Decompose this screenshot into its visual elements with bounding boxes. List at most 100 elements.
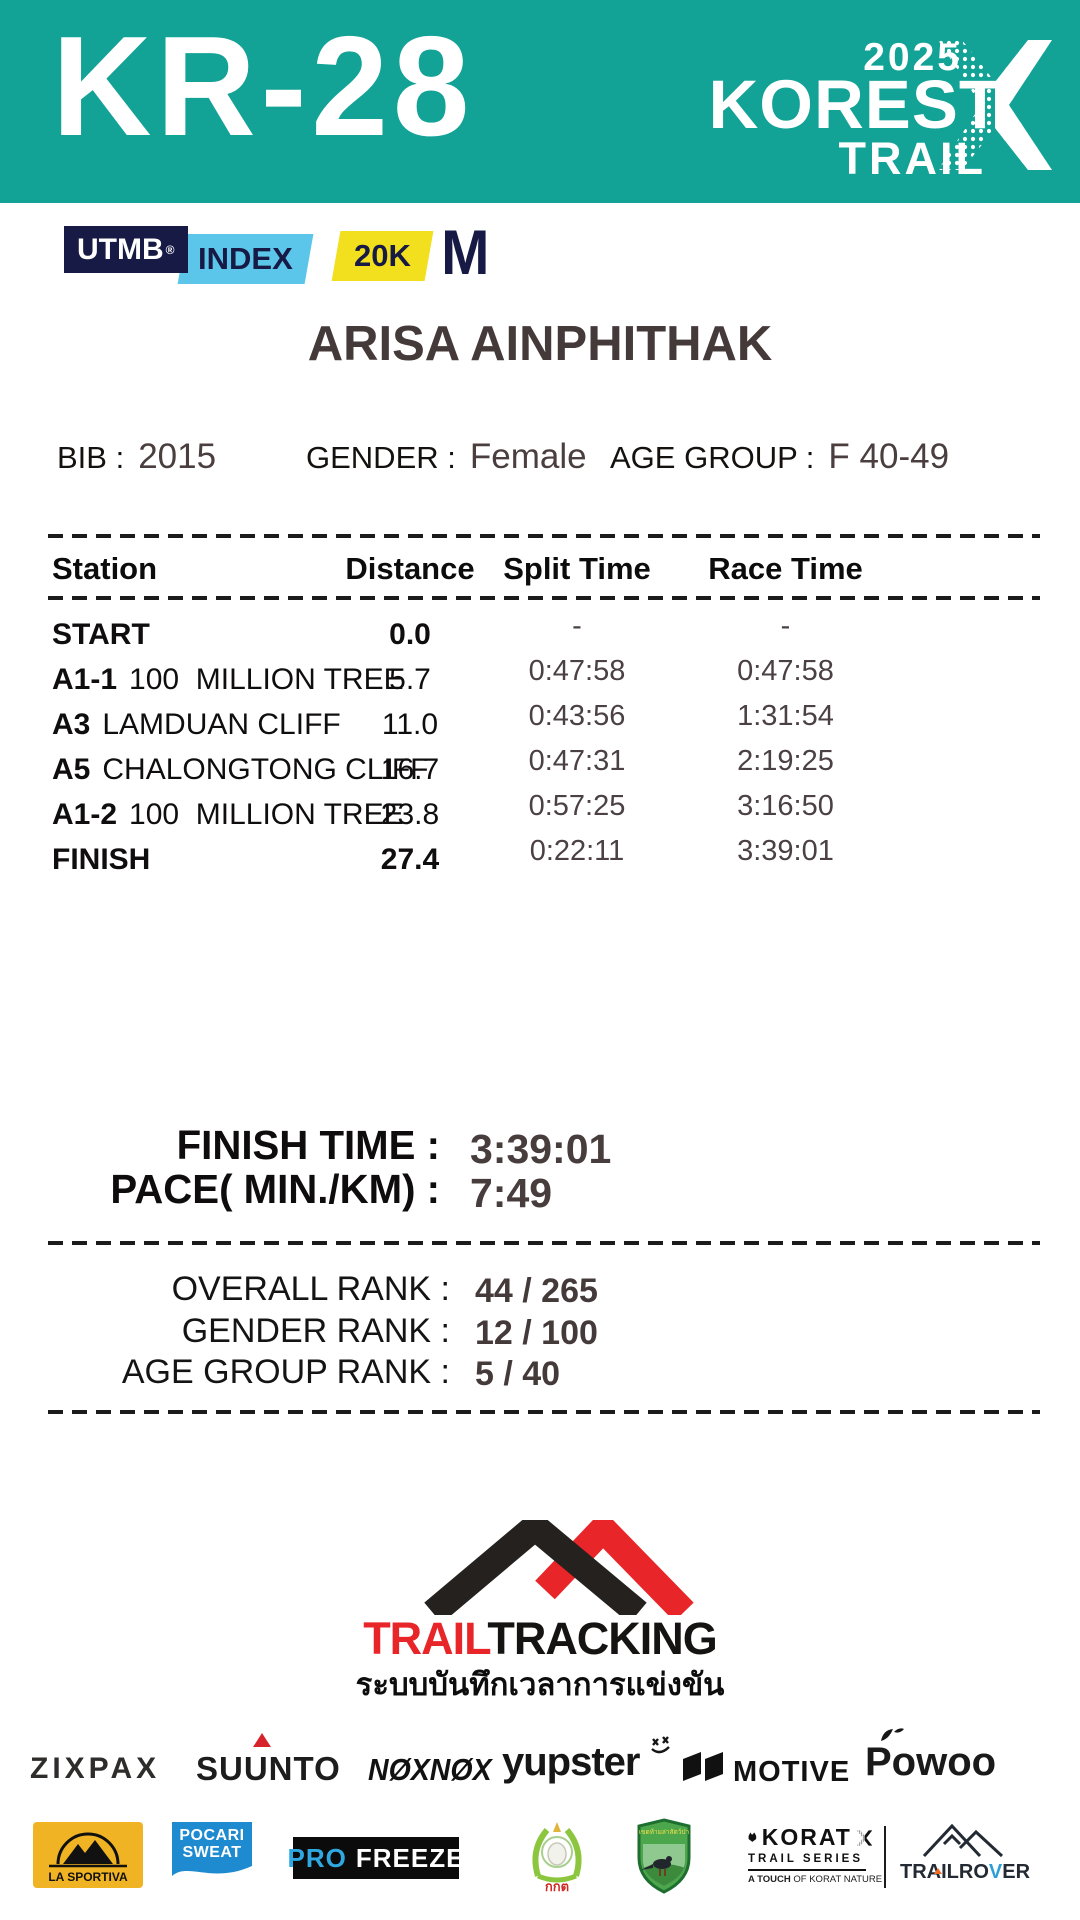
race-time-value: 3:39:01: [737, 834, 834, 867]
dashed-rule: [48, 1410, 1040, 1414]
runner-info-row: BIB : 2015 GENDER : Female AGE GROUP : F…: [0, 437, 1080, 483]
motive-logo: MOTIVE: [733, 1756, 851, 1788]
la-sportiva-mountain-icon: LA SPORTIVA: [48, 1832, 128, 1884]
age-group-label: AGE GROUP :: [610, 440, 815, 475]
shield-text: เขตห้ามล่าสัตว์ป่า: [639, 1828, 690, 1836]
x-graphic-icon: [938, 40, 1052, 170]
korat-tagline-bold: A TOUCH: [748, 1874, 791, 1885]
index-label: INDEX: [197, 241, 293, 276]
trailtracking-wordmark: TRAILTRACKING: [0, 1613, 1080, 1665]
category-box: 20K: [331, 231, 434, 281]
freeze-text: FREEZE: [355, 1842, 465, 1873]
event-name: KOREST: [708, 66, 1002, 143]
finish-time-label: FINISH TIME :: [176, 1122, 440, 1168]
overall-rank-label: OVERALL RANK :: [171, 1270, 450, 1308]
yupster-smiley-icon: [651, 1736, 670, 1754]
korat-tagline: A TOUCH OF KORAT NATURE: [748, 1874, 882, 1885]
trailrover-part2: ER: [1002, 1861, 1031, 1883]
col-race-time: Race Time: [708, 551, 863, 586]
header-banner: KR-28 2025 KOREST TRAIL: [0, 0, 1080, 203]
korest-trail-logo: 2025 KOREST TRAIL: [672, 36, 1052, 181]
trailrover-v: V: [988, 1861, 1003, 1883]
pro-freeze-logo: PRO FREEZE: [288, 1837, 463, 1879]
distance-value: 16.7: [380, 753, 440, 786]
yupster-logo: yupster: [502, 1740, 640, 1784]
zixpax-logo: ZIXPAX: [30, 1752, 161, 1785]
trailrover-triangle-icon: [934, 1868, 942, 1874]
dashed-rule: [48, 1241, 1040, 1245]
station-code: A5: [52, 753, 91, 786]
station-code: A1-1: [52, 663, 118, 696]
station-code: START: [52, 618, 150, 651]
gender-group: GENDER : Female: [306, 437, 587, 477]
trailrover-part1: TRAILRO: [900, 1861, 989, 1883]
powoo-leaf-icon: [881, 1728, 904, 1741]
svg-text:กกต: กกต: [545, 1879, 569, 1894]
table-row: START 0.0 - -: [52, 610, 1044, 656]
la-sportiva-logo: LA SPORTIVA: [33, 1822, 143, 1888]
motive-flags-icon: [683, 1752, 723, 1781]
thai-municipal-crest-logo: กกต: [532, 1822, 582, 1894]
korat-text: KORAT: [761, 1824, 852, 1850]
bib-group: BIB : 2015: [57, 437, 216, 477]
korat-trail-series-logo: KORAT TRAIL SERIES A TOUCH OF KORAT NATU…: [748, 1824, 882, 1885]
pace-label: PACE( MIN./KM) :: [110, 1166, 440, 1212]
age-group-rank-value: 5 / 40: [475, 1355, 561, 1393]
split-time-value: 0:47:31: [528, 744, 626, 777]
utmb-m-icon: M: [441, 217, 490, 288]
trailrover-logo: TRAILROVER: [900, 1818, 1030, 1884]
korat-cat-icon: [748, 1832, 757, 1842]
distance-value: 5.7: [389, 663, 431, 696]
station-name: LAMDUAN CLIFF: [102, 708, 341, 741]
split-time-value: -: [572, 609, 582, 642]
tracking-text: TRACKING: [487, 1613, 717, 1664]
split-time-value: 0:43:56: [528, 699, 626, 732]
station-code: A3: [52, 708, 91, 741]
table-row: A1-1 100 MILLION TREE 5.7 0:47:58 0:47:58: [52, 655, 1044, 701]
trailtracking-mountains-icon: [424, 1520, 694, 1615]
gender-value: Female: [469, 437, 587, 476]
split-time-value: 0:22:11: [529, 834, 625, 867]
gender-rank-value: 12 / 100: [475, 1314, 598, 1352]
race-code: KR-28: [52, 7, 475, 166]
event-year: 2025: [863, 36, 962, 79]
finish-time-value: 3:39:01: [470, 1126, 612, 1172]
col-station: Station: [52, 551, 158, 586]
thai-subtitle: ระบบบันทึกเวลาการแข่งขัน: [355, 1667, 725, 1702]
gender-rank-label: GENDER RANK :: [181, 1312, 450, 1350]
age-group-rank-label: AGE GROUP RANK :: [121, 1353, 450, 1391]
station-name: 100 MILLION TREE: [129, 663, 404, 696]
table-row: A5 CHALONGTONG CLIFF 16.7 0:47:31 2:19:25: [52, 745, 1044, 791]
trailrover-wordmark: TRAILROVER: [900, 1861, 1030, 1884]
col-distance: Distance: [345, 551, 475, 586]
dashed-rule: [48, 534, 1040, 538]
sponsor-divider: [884, 1826, 886, 1888]
race-time-value: 0:47:58: [737, 654, 834, 687]
noxnox-logo: NØXNØX: [368, 1752, 492, 1787]
distance-value: 23.8: [380, 798, 440, 831]
utmb-box: UTMB ®: [64, 226, 188, 273]
utmb-reg-mark: ®: [165, 242, 175, 257]
pocari-line1: POCARI: [179, 1827, 245, 1844]
korat-x-icon: [856, 1829, 872, 1846]
age-group-group: AGE GROUP : F 40-49: [610, 437, 949, 477]
race-time-value: -: [780, 609, 791, 642]
col-split-time: Split Time: [503, 551, 651, 586]
pocari-wave-icon: [172, 1866, 252, 1888]
station-code: A1-2: [52, 798, 118, 831]
runner-name: ARISA AINPHITHAK: [307, 317, 773, 371]
trail-text: TRAIL: [363, 1613, 488, 1664]
splits-table-header: Station Distance Split Time Race Time: [52, 548, 1044, 590]
race-time-value: 2:19:25: [737, 744, 834, 777]
event-subtitle: TRAIL: [838, 133, 986, 184]
utmb-label: UTMB: [77, 232, 164, 266]
table-row: FINISH 27.4 0:22:11 3:39:01: [52, 835, 1044, 881]
split-time-value: 0:47:58: [528, 654, 626, 687]
age-group-value: F 40-49: [828, 437, 950, 476]
powoo-logo: Powoo: [865, 1740, 997, 1784]
gender-label: GENDER :: [306, 440, 456, 475]
pocari-line2: SWEAT: [182, 1844, 242, 1861]
wildlife-sanctuary-shield-logo: เขตห้ามล่าสัตว์ป่า: [637, 1818, 691, 1894]
category-label: 20K: [354, 238, 412, 273]
trailrover-mountains-icon: [922, 1823, 1004, 1858]
